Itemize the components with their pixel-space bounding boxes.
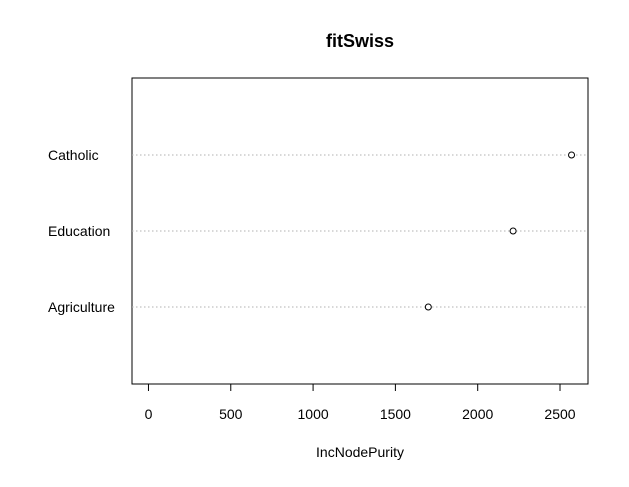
data-point-education <box>509 227 517 235</box>
x-tick-label-2000: 2000 <box>462 406 493 422</box>
data-point-catholic <box>568 151 576 159</box>
data-rows: Catholic Education Agriculture <box>48 147 588 315</box>
data-point-agriculture <box>424 303 432 311</box>
x-tick-label-1500: 1500 <box>380 406 411 422</box>
category-label-education: Education <box>48 223 110 239</box>
category-label-agriculture: Agriculture <box>48 299 115 315</box>
x-axis: 0 500 1000 1500 2000 2500 <box>145 383 576 422</box>
x-tick-label-1000: 1000 <box>298 406 329 422</box>
x-tick-label-500: 500 <box>219 406 243 422</box>
category-label-catholic: Catholic <box>48 147 99 163</box>
x-tick-label-2500: 2500 <box>544 406 575 422</box>
chart-title: fitSwiss <box>326 31 394 51</box>
x-axis-label: IncNodePurity <box>316 444 404 460</box>
x-tick-label-0: 0 <box>145 406 153 422</box>
